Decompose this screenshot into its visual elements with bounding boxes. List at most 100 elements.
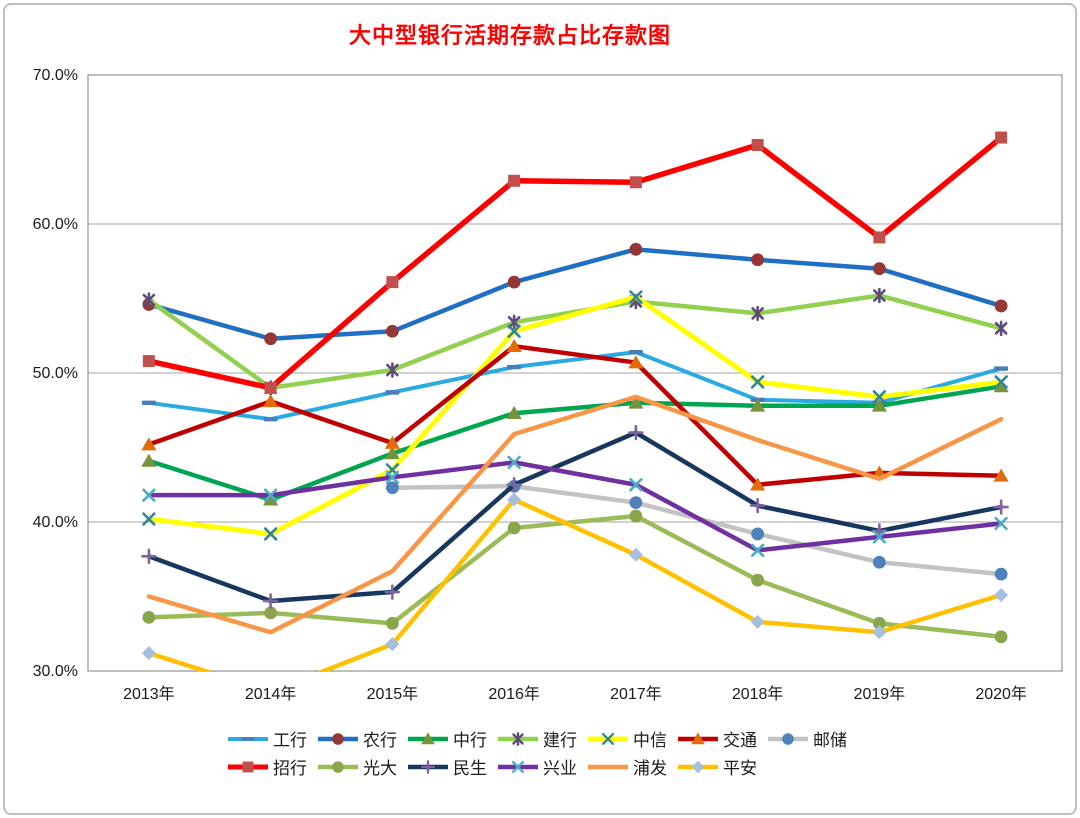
legend-label-citic: 中信 bbox=[633, 726, 667, 751]
series-marker bbox=[995, 630, 1008, 643]
series-marker bbox=[873, 231, 885, 243]
series-marker bbox=[508, 522, 521, 535]
x-axis-tick-label: 2018年 bbox=[732, 685, 784, 703]
series-marker bbox=[386, 276, 398, 288]
legend-item-abc: 农行 bbox=[316, 726, 397, 751]
series-line-spdb bbox=[149, 397, 1001, 632]
series-line-ccb bbox=[149, 296, 1001, 388]
legend-label-spdb: 浦发 bbox=[633, 754, 667, 779]
legend-label-ccb: 建行 bbox=[543, 726, 577, 751]
series-marker bbox=[264, 332, 277, 345]
series-marker bbox=[507, 365, 521, 369]
legend-label-cmb: 招行 bbox=[273, 754, 307, 779]
series-marker bbox=[332, 733, 344, 745]
legend-item-minsheng: 民生 bbox=[406, 754, 487, 779]
series-line-minsheng bbox=[149, 433, 1001, 601]
series-marker bbox=[508, 276, 521, 289]
series-marker bbox=[873, 556, 886, 569]
series-marker bbox=[995, 300, 1008, 313]
legend-row: 工行 农行 中行 建行 中信 交通 邮储 bbox=[226, 726, 854, 751]
series-marker bbox=[508, 175, 520, 187]
legend-item-ceb: 光大 bbox=[316, 754, 397, 779]
series-marker bbox=[629, 510, 642, 523]
series-marker bbox=[629, 496, 642, 509]
series-marker bbox=[386, 617, 399, 630]
y-axis-tick-label: 40.0% bbox=[33, 514, 78, 531]
series-marker bbox=[264, 417, 278, 421]
series-line-ceb bbox=[149, 516, 1001, 637]
series-marker bbox=[995, 568, 1008, 581]
legend-swatch-bocom bbox=[676, 730, 720, 748]
legend-item-icbc: 工行 bbox=[226, 726, 307, 751]
x-axis-tick-label: 2020年 bbox=[975, 685, 1027, 703]
legend-item-spdb: 浦发 bbox=[586, 754, 667, 779]
legend-swatch-ceb bbox=[316, 758, 360, 776]
x-axis-tick-label: 2017年 bbox=[610, 685, 662, 703]
series-marker bbox=[751, 253, 764, 266]
legend-item-pingan: 平安 bbox=[676, 754, 757, 779]
chart-legend: 工行 农行 中行 建行 中信 交通 邮储招行 光大 民生 兴业 浦发 平安 bbox=[0, 726, 1080, 779]
legend-label-pingan: 平安 bbox=[723, 754, 757, 779]
series-marker bbox=[692, 760, 705, 773]
series-marker bbox=[782, 733, 794, 745]
series-marker bbox=[994, 366, 1008, 370]
x-axis-tick-label: 2016年 bbox=[488, 685, 540, 703]
series-marker bbox=[332, 761, 344, 773]
series-marker bbox=[243, 761, 254, 772]
series-marker bbox=[141, 454, 156, 467]
series-marker bbox=[263, 394, 278, 407]
y-axis-tick-label: 70.0% bbox=[33, 67, 78, 84]
series-marker bbox=[629, 243, 642, 256]
legend-row: 招行 光大 民生 兴业 浦发 平安 bbox=[226, 754, 854, 779]
y-axis-tick-label: 50.0% bbox=[33, 365, 78, 382]
legend-item-boc: 中行 bbox=[406, 726, 487, 751]
legend-swatch-pingan bbox=[676, 758, 720, 776]
legend-item-bocom: 交通 bbox=[676, 726, 757, 751]
legend-label-boc: 中行 bbox=[453, 726, 487, 751]
legend-swatch-citic bbox=[586, 730, 630, 748]
series-marker bbox=[995, 132, 1007, 144]
x-axis-tick-label: 2013年 bbox=[123, 685, 175, 703]
legend-swatch-minsheng bbox=[406, 758, 450, 776]
legend-label-psbc: 邮储 bbox=[813, 726, 847, 751]
legend-item-ccb: 建行 bbox=[496, 726, 577, 751]
series-minsheng bbox=[142, 426, 1007, 607]
legend-label-icbc: 工行 bbox=[273, 726, 307, 751]
series-marker bbox=[265, 382, 277, 394]
y-axis-tick-label: 60.0% bbox=[33, 216, 78, 233]
series-marker bbox=[751, 574, 764, 587]
series-marker bbox=[630, 176, 642, 188]
x-axis-tick-label: 2019年 bbox=[854, 685, 906, 703]
legend-swatch-spdb bbox=[586, 758, 630, 776]
legend-item-citic: 中信 bbox=[586, 726, 667, 751]
y-axis-tick-label: 30.0% bbox=[33, 663, 78, 680]
series-marker bbox=[752, 139, 764, 151]
legend-swatch-psbc bbox=[766, 730, 810, 748]
legend-swatch-boc bbox=[406, 730, 450, 748]
legend-label-bocom: 交通 bbox=[723, 726, 757, 751]
legend-label-ceb: 光大 bbox=[363, 754, 397, 779]
series-marker bbox=[143, 355, 155, 367]
series-marker bbox=[873, 262, 886, 275]
legend-swatch-abc bbox=[316, 730, 360, 748]
legend-swatch-icbc bbox=[226, 730, 270, 748]
series-marker bbox=[142, 646, 156, 660]
series-line-abc bbox=[149, 249, 1001, 338]
legend-swatch-cmb bbox=[226, 758, 270, 776]
series-marker bbox=[142, 611, 155, 624]
legend-label-cib: 兴业 bbox=[543, 754, 577, 779]
legend-item-psbc: 邮储 bbox=[766, 726, 847, 751]
chart-page: 大中型银行活期存款占比存款图 70.0%60.0%50.0%40.0%30.0%… bbox=[0, 0, 1080, 818]
x-axis-tick-label: 2015年 bbox=[367, 685, 419, 703]
legend-label-minsheng: 民生 bbox=[453, 754, 487, 779]
series-marker bbox=[142, 401, 156, 405]
series-marker bbox=[385, 390, 399, 394]
legend-item-cmb: 招行 bbox=[226, 754, 307, 779]
x-axis-tick-label: 2014年 bbox=[245, 685, 297, 703]
series-marker bbox=[994, 588, 1008, 602]
series-spdb bbox=[149, 397, 1001, 632]
legend-swatch-ccb bbox=[496, 730, 540, 748]
series-marker bbox=[242, 737, 255, 741]
legend-label-abc: 农行 bbox=[363, 726, 397, 751]
series-line-psbc bbox=[392, 486, 1001, 574]
